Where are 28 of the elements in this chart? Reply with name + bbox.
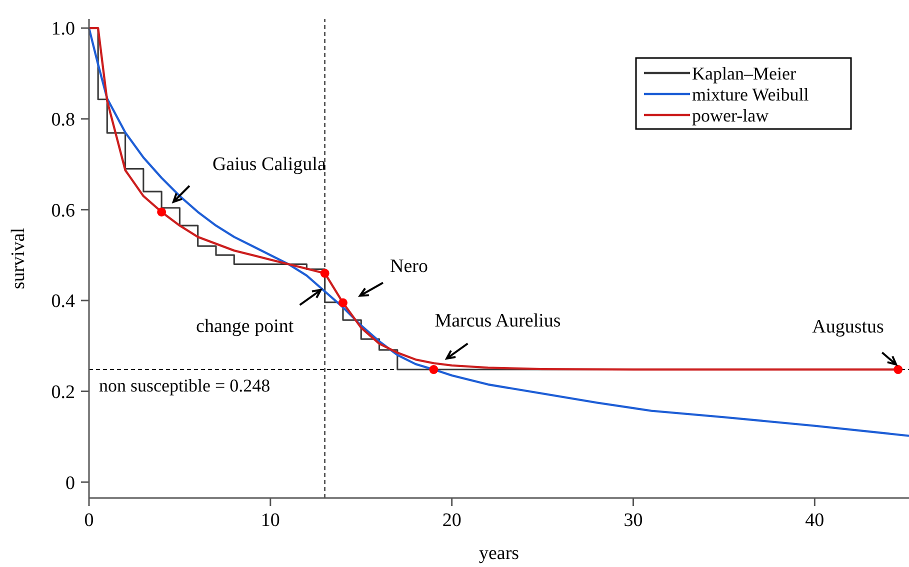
point [157, 207, 166, 216]
point [429, 365, 438, 374]
point [320, 268, 330, 278]
y-tick-label: 0.8 [51, 110, 75, 131]
annotation: Marcus Aurelius [434, 310, 561, 332]
line-series [88, 26, 909, 437]
annotation: change point [196, 316, 294, 337]
legend-label: mixture Weibull [692, 84, 809, 104]
y-tick-label: 1.0 [51, 18, 75, 40]
y-tick-label: 0 [66, 472, 75, 494]
y-axis-title: survival [8, 228, 29, 290]
annotation: Gaius Caligula [212, 154, 326, 175]
point [338, 298, 348, 308]
x-tick-label: 30 [624, 510, 643, 531]
y-tick-label: 0.6 [51, 200, 75, 222]
y-tick-label: 0.4 [51, 291, 76, 312]
annotation: Nero [390, 256, 428, 277]
annotation: Augustus [812, 316, 884, 338]
point [894, 365, 903, 374]
legend-label: Kaplan–Meier [692, 63, 796, 84]
legend-label: power-law [692, 105, 769, 126]
x-tick-label: 40 [805, 510, 824, 531]
ref-line-label: non susceptible = 0.248 [99, 376, 270, 396]
x-tick-label: 0 [84, 510, 94, 531]
x-tick-label: 20 [442, 510, 462, 531]
y-tick-label: 0.2 [51, 382, 75, 403]
x-axis-title: years [478, 543, 520, 564]
x-tick-label: 10 [260, 510, 280, 531]
